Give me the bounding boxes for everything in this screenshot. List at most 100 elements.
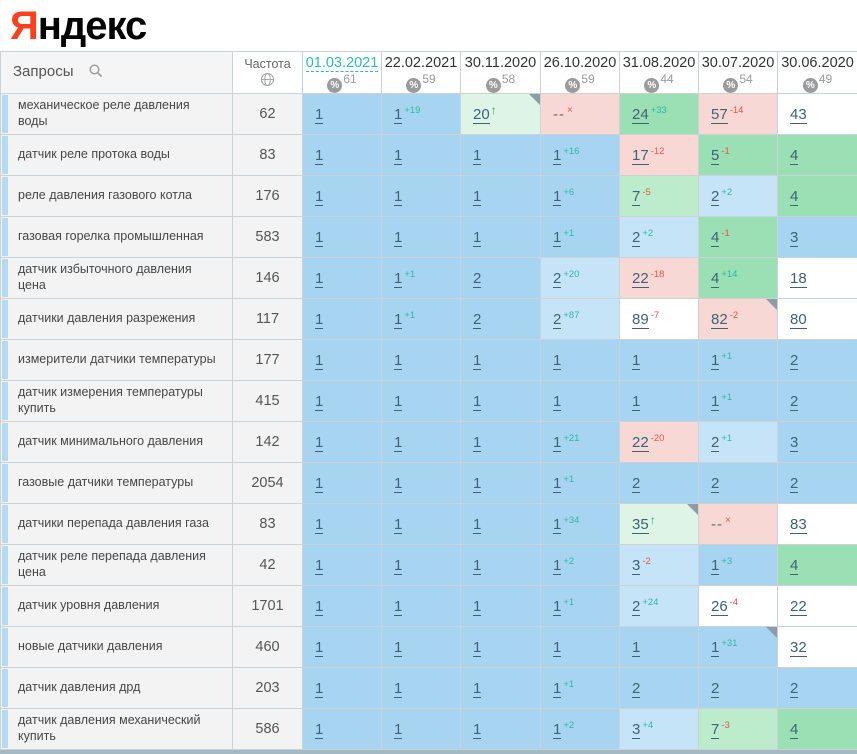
position-link[interactable]: 7 [711, 721, 719, 739]
position-link[interactable]: 1 [394, 680, 402, 698]
position-link[interactable]: 5 [711, 147, 719, 165]
position-link[interactable]: 80 [790, 311, 807, 329]
position-link[interactable]: 1 [473, 229, 481, 247]
position-link[interactable]: 2 [711, 188, 719, 206]
position-link[interactable]: 1 [473, 147, 481, 165]
position-link[interactable]: 1 [553, 721, 561, 739]
position-link[interactable]: 1 [394, 188, 402, 206]
position-link[interactable]: 1 [711, 352, 719, 370]
position-link[interactable]: 1 [394, 557, 402, 575]
position-link[interactable]: 1 [315, 352, 323, 370]
position-link[interactable]: 1 [473, 475, 481, 493]
position-link[interactable]: 1 [315, 639, 323, 657]
position-link[interactable]: 1 [553, 516, 561, 534]
date-link[interactable]: 30.06.2020 [781, 55, 854, 71]
position-link[interactable]: 4 [790, 188, 798, 206]
position-link[interactable]: 4 [790, 721, 798, 739]
position-link[interactable]: 1 [553, 598, 561, 616]
frequency-column-header[interactable]: Частота [233, 52, 303, 94]
position-link[interactable]: 1 [315, 311, 323, 329]
position-link[interactable]: 89 [632, 311, 649, 329]
date-link[interactable]: 31.08.2020 [623, 55, 696, 71]
position-link[interactable]: 1 [394, 270, 402, 288]
position-link[interactable]: 1 [553, 557, 561, 575]
position-link[interactable]: 1 [632, 639, 640, 657]
position-link[interactable]: 1 [473, 352, 481, 370]
position-link[interactable]: 2 [632, 680, 640, 698]
position-link[interactable]: 1 [553, 639, 561, 657]
position-link[interactable]: 7 [632, 188, 640, 206]
position-link[interactable]: 1 [394, 352, 402, 370]
position-link[interactable]: 1 [315, 598, 323, 616]
position-link[interactable]: 22 [632, 270, 649, 288]
date-link[interactable]: 30.07.2020 [702, 55, 775, 71]
position-link[interactable]: 1 [553, 188, 561, 206]
position-link[interactable]: 1 [394, 516, 402, 534]
position-link[interactable]: 26 [711, 598, 728, 616]
position-link[interactable]: 1 [473, 434, 481, 452]
position-link[interactable]: 1 [553, 434, 561, 452]
position-link[interactable]: 1 [632, 393, 640, 411]
position-link[interactable]: 2 [711, 680, 719, 698]
position-link[interactable]: 1 [394, 106, 402, 124]
position-link[interactable]: 1 [315, 393, 323, 411]
position-link[interactable]: 2 [790, 393, 798, 411]
position-link[interactable]: 32 [790, 639, 807, 657]
position-link[interactable]: 18 [790, 270, 807, 288]
position-link[interactable]: 22 [632, 434, 649, 452]
position-link[interactable]: 1 [394, 229, 402, 247]
position-link[interactable]: 1 [711, 639, 719, 657]
position-link[interactable]: 1 [315, 475, 323, 493]
position-link[interactable]: 17 [632, 147, 649, 165]
position-link[interactable]: 4 [790, 147, 798, 165]
position-link[interactable]: 2 [553, 311, 561, 329]
position-link[interactable]: 1 [553, 229, 561, 247]
position-link[interactable]: 2 [632, 229, 640, 247]
position-link[interactable]: 2 [553, 270, 561, 288]
position-link[interactable]: 1 [394, 639, 402, 657]
position-link[interactable]: 1 [315, 721, 323, 739]
position-link[interactable]: 2 [790, 475, 798, 493]
position-link[interactable]: 1 [394, 311, 402, 329]
position-link[interactable]: 1 [394, 393, 402, 411]
position-link[interactable]: 1 [315, 680, 323, 698]
position-link[interactable]: 1 [315, 270, 323, 288]
position-link[interactable]: 1 [553, 352, 561, 370]
position-link[interactable]: 2 [711, 434, 719, 452]
position-link[interactable]: 4 [790, 557, 798, 575]
position-link[interactable]: 22 [790, 598, 807, 616]
position-link[interactable]: 2 [632, 598, 640, 616]
position-link[interactable]: 1 [315, 434, 323, 452]
position-link[interactable]: 4 [711, 229, 719, 247]
position-link[interactable]: 1 [473, 680, 481, 698]
position-link[interactable]: 3 [632, 557, 640, 575]
position-link[interactable]: 1 [553, 475, 561, 493]
position-link[interactable]: 3 [632, 721, 640, 739]
position-link[interactable]: 2 [632, 475, 640, 493]
position-link[interactable]: 2 [473, 270, 481, 288]
date-link[interactable]: 30.11.2020 [465, 55, 537, 71]
position-link[interactable]: 1 [632, 352, 640, 370]
position-link[interactable]: 1 [315, 147, 323, 165]
position-link[interactable]: 1 [394, 721, 402, 739]
position-link[interactable]: 3 [790, 229, 798, 247]
position-link[interactable]: 1 [473, 721, 481, 739]
position-link[interactable]: 43 [790, 106, 807, 124]
position-link[interactable]: 1 [553, 680, 561, 698]
active-date-link[interactable]: 01.03.2021 [306, 55, 379, 72]
position-link[interactable]: 1 [394, 434, 402, 452]
position-link[interactable]: 20 [473, 106, 490, 124]
date-link[interactable]: 26.10.2020 [544, 55, 617, 71]
position-link[interactable]: 57 [711, 106, 728, 124]
position-link[interactable]: 2 [790, 352, 798, 370]
position-link[interactable]: 1 [394, 598, 402, 616]
position-link[interactable]: 1 [711, 393, 719, 411]
position-link[interactable]: 1 [315, 516, 323, 534]
position-link[interactable]: 1 [394, 475, 402, 493]
search-icon[interactable] [88, 63, 104, 83]
position-link[interactable]: 4 [711, 270, 719, 288]
position-link[interactable]: 82 [711, 311, 728, 329]
position-link[interactable]: 1 [315, 557, 323, 575]
position-link[interactable]: 2 [473, 311, 481, 329]
position-link[interactable]: 2 [711, 475, 719, 493]
